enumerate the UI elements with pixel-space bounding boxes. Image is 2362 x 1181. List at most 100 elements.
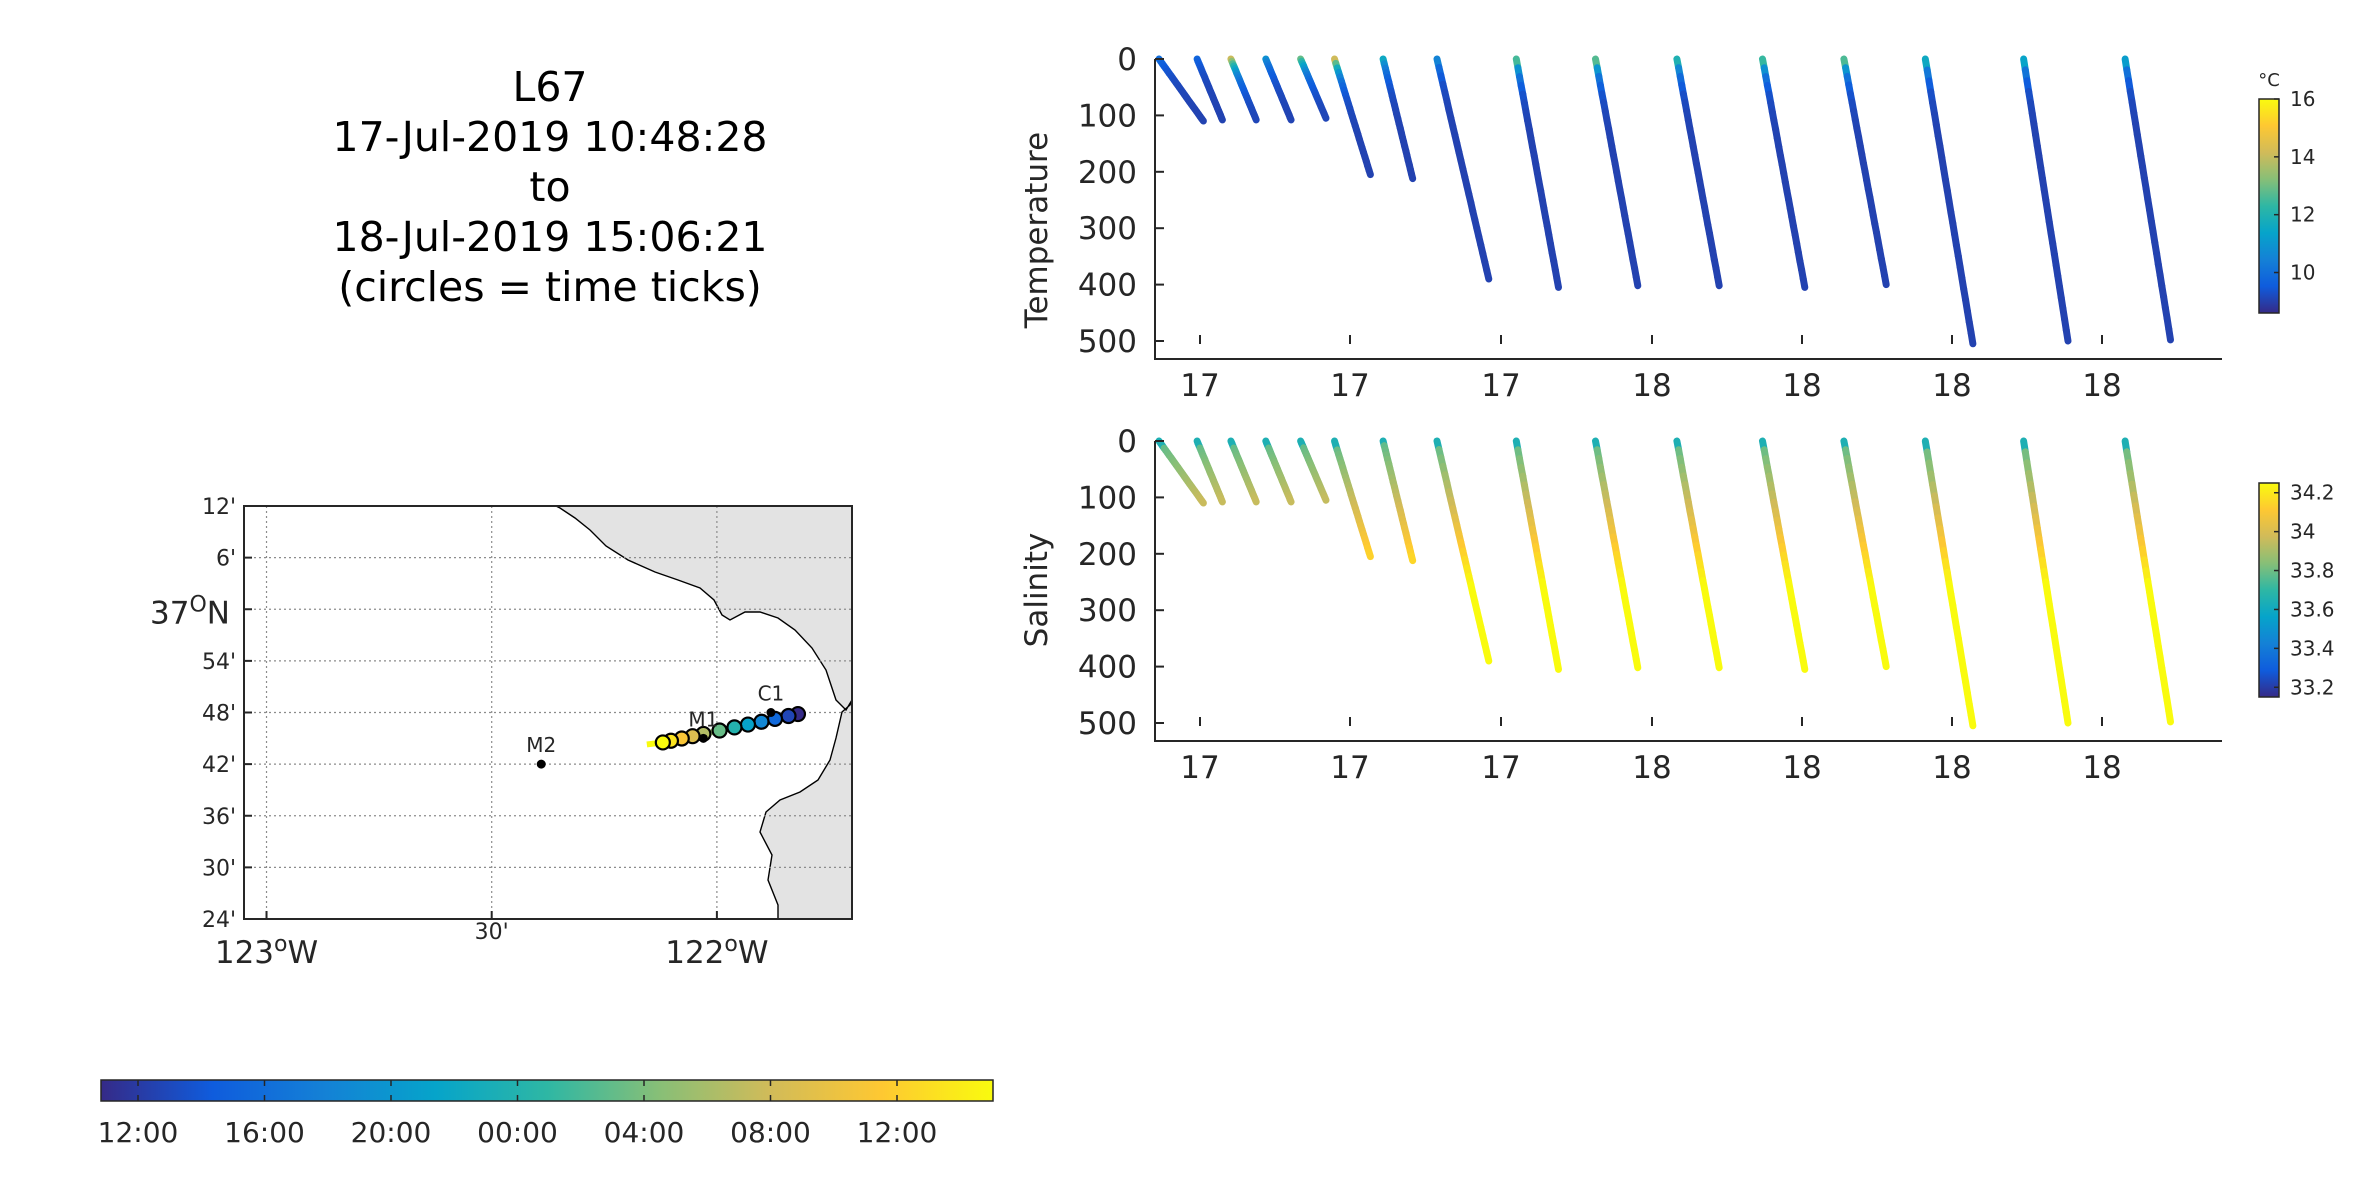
station-marker [536,759,546,769]
track-map: M2 M1 C1 123oW 30' 122oW 12' 6' 37ON 54' 48' 42' 3… [150,495,853,971]
x-tick-label: 18 [1632,750,1671,786]
lon-degree-label: 123oW [215,932,318,971]
profile-15 [2020,437,2072,727]
profile-4 [1262,437,1295,506]
profile-segment [1967,329,1977,348]
y-tick-label: 400 [1078,650,1137,686]
colorbar-tick-label: 10 [2290,261,2315,285]
colorbar-tick-label: 33.6 [2290,597,2335,621]
profile-segment [1553,657,1562,673]
time-tick-label: 16:00 [224,1116,305,1149]
profile-11 [1673,55,1723,290]
profile-13 [1840,437,1890,671]
profile-10 [1592,55,1642,290]
profile-2 [1193,437,1226,506]
time-colorbar: 12:00 16:00 20:00 00:00 04:00 08:00 12:00 [98,1079,994,1149]
profile-segment [1881,272,1890,289]
y-tick-label: 0 [1117,42,1137,78]
profile-segment [1286,496,1295,506]
salinity-colorbar-ticks: 33.2 33.4 33.6 33.8 34 34.2 [2274,481,2335,699]
time-tick-circle [780,707,797,725]
y-tick-label: 200 [1078,537,1137,573]
temperature-panel: 0 100 200 300 400 500 17 17 17 18 18 18 18 Temperat… [1019,42,2315,404]
time-tick-circle [654,734,671,751]
station-marker [766,708,776,717]
y-tick-label: 200 [1078,155,1137,191]
temperature-ylabel: Temperature [1019,132,1055,329]
profile-9 [1512,437,1562,673]
x-tick-label: 17 [1330,368,1369,404]
y-tick-label: 300 [1078,211,1137,247]
ship-track [646,705,807,751]
x-tick-label: 18 [2082,750,2121,786]
profile-segment [1483,267,1493,283]
profile-5 [1297,437,1330,504]
x-tick-label: 18 [1932,750,1971,786]
time-colorbar-bar [100,1079,994,1102]
colorbar-tick-label: 34.2 [2290,481,2335,505]
profile-7 [1379,437,1417,565]
profile-segment [2165,325,2174,344]
profile-1 [1155,437,1207,507]
lat-minute-label: 12' [202,495,236,520]
profile-6 [1331,437,1374,561]
time-tick-circle [726,719,743,736]
profile-segment [1881,654,1890,671]
y-tick-label: 100 [1078,98,1137,134]
profile-2 [1193,55,1226,124]
map-frame [243,505,853,920]
profile-segment [2062,326,2072,345]
x-tick-label: 17 [1481,750,1520,786]
profile-6 [1331,55,1374,179]
profile-8 [1433,55,1493,283]
profile-1 [1155,55,1207,125]
profile-11 [1673,437,1723,672]
salinity-ylabel: Salinity [1019,533,1055,648]
x-tick-label: 18 [2082,368,2121,404]
time-tick-label: 12:00 [857,1116,938,1149]
profile-14 [1921,55,1977,348]
title-line-end-time: 18-Jul-2019 15:06:21 [332,213,768,261]
time-tick-label: 08:00 [730,1116,811,1149]
station-marker [698,733,708,743]
colorbar-tick-label: 16 [2290,87,2315,111]
salinity-x-ticks: 17 17 17 18 18 18 18 [1180,717,2122,786]
profile-segment [1217,496,1226,506]
profile-segment [1286,114,1295,124]
y-tick-label: 400 [1078,268,1137,304]
title-line-section: L67 [512,63,588,111]
station-label: C1 [758,682,785,706]
profile-3 [1227,55,1260,124]
profile-segment [1408,552,1417,565]
profile-segment [1799,657,1809,673]
temperature-colorbar-ticks: 10 12 14 16 [2274,87,2315,285]
lat-minute-label: 6' [216,547,236,572]
lon-degree-label: 122oW [665,932,768,971]
temperature-y-ticks: 0 100 200 300 400 500 [1078,42,1164,360]
x-tick-label: 18 [1632,368,1671,404]
profile-13 [1840,55,1890,289]
profile-16 [2121,437,2174,726]
profile-segment [1365,166,1374,179]
time-tick-circle [739,716,757,733]
time-tick-label: 04:00 [604,1116,685,1149]
colorbar-tick-label: 34 [2290,520,2315,544]
lat-minute-label: 24' [202,908,236,933]
lat-minute-label: 36' [202,805,236,830]
x-tick-label: 17 [1180,368,1219,404]
profile-segment [1408,170,1417,183]
temperature-colorbar: °C 10 12 14 16 [2258,70,2315,314]
lat-minute-label: 48' [202,702,236,727]
y-tick-label: 500 [1078,324,1137,360]
profile-4 [1262,55,1295,124]
profile-14 [1921,437,1977,730]
y-tick-label: 100 [1078,480,1137,516]
profile-segment [1198,115,1207,125]
lat-minute-label: 42' [202,753,236,778]
x-tick-label: 17 [1481,368,1520,404]
temperature-colorbar-unit: °C [2258,70,2280,91]
profile-segment [1714,655,1723,672]
salinity-colorbar-bar [2258,482,2280,698]
x-tick-label: 17 [1180,750,1219,786]
